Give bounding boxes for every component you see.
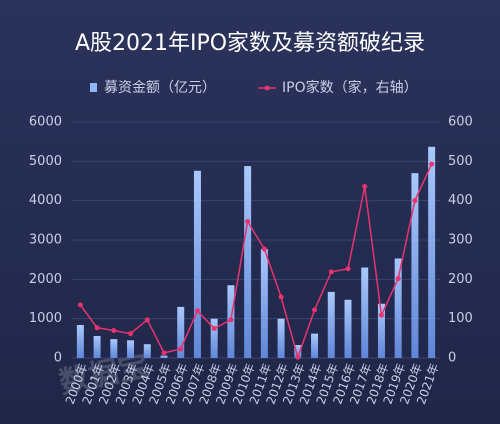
y-tick-label: 3000 (29, 233, 62, 248)
bar (193, 170, 201, 358)
bar (244, 166, 252, 358)
point (412, 198, 418, 204)
legend-swatch (90, 83, 97, 92)
bar (260, 249, 268, 358)
point (211, 326, 217, 331)
y-tick-label: 0 (54, 351, 62, 366)
bar (394, 258, 402, 358)
point (378, 312, 384, 318)
bar (277, 318, 285, 358)
chart-title: A股2021年IPO家数及募资额破纪录 (75, 31, 425, 56)
y2-tick-label: 0 (448, 351, 456, 366)
legend-label: IPO家数（家，右轴） (282, 79, 418, 96)
point (312, 307, 318, 313)
bar (110, 339, 118, 358)
point (111, 327, 117, 333)
point (94, 325, 100, 331)
y-tick-label: 5000 (29, 154, 62, 169)
y2-tick-label: 400 (448, 193, 473, 208)
point (345, 266, 351, 272)
bar (311, 333, 319, 358)
point (429, 161, 435, 167)
bar (327, 291, 335, 358)
bar (160, 355, 168, 358)
bar (377, 303, 385, 358)
y2-tick-label: 100 (448, 311, 473, 326)
point (278, 294, 284, 300)
y-tick-label: 4000 (29, 193, 62, 208)
point (144, 317, 150, 323)
legend-label: 募资金额（亿元） (104, 80, 216, 96)
y-tick-label: 1000 (29, 311, 62, 326)
bar (127, 340, 135, 358)
bar (428, 146, 436, 358)
bar (411, 173, 419, 358)
point (161, 350, 167, 356)
y2-tick-label: 500 (448, 154, 473, 169)
bar (344, 299, 352, 358)
point (128, 331, 134, 337)
point (295, 354, 301, 360)
bar (294, 345, 302, 358)
point (328, 269, 334, 275)
point (77, 302, 83, 308)
line (79, 163, 433, 360)
bar (210, 318, 218, 358)
point (395, 276, 401, 282)
y2-tick-label: 600 (448, 115, 473, 130)
point (362, 184, 368, 190)
bar (143, 344, 151, 358)
point (178, 346, 184, 352)
y-tick-label: 2000 (29, 272, 62, 287)
bar (177, 306, 185, 358)
point (261, 246, 267, 252)
point (245, 219, 251, 225)
point (228, 317, 234, 323)
y-tick-label: 6000 (29, 115, 62, 130)
y2-tick-label: 300 (448, 233, 473, 248)
point (194, 308, 200, 314)
y2-tick-label: 200 (448, 272, 473, 287)
bar (361, 267, 369, 358)
bar (76, 324, 84, 358)
legend-swatch (264, 85, 270, 91)
bar (93, 335, 101, 358)
